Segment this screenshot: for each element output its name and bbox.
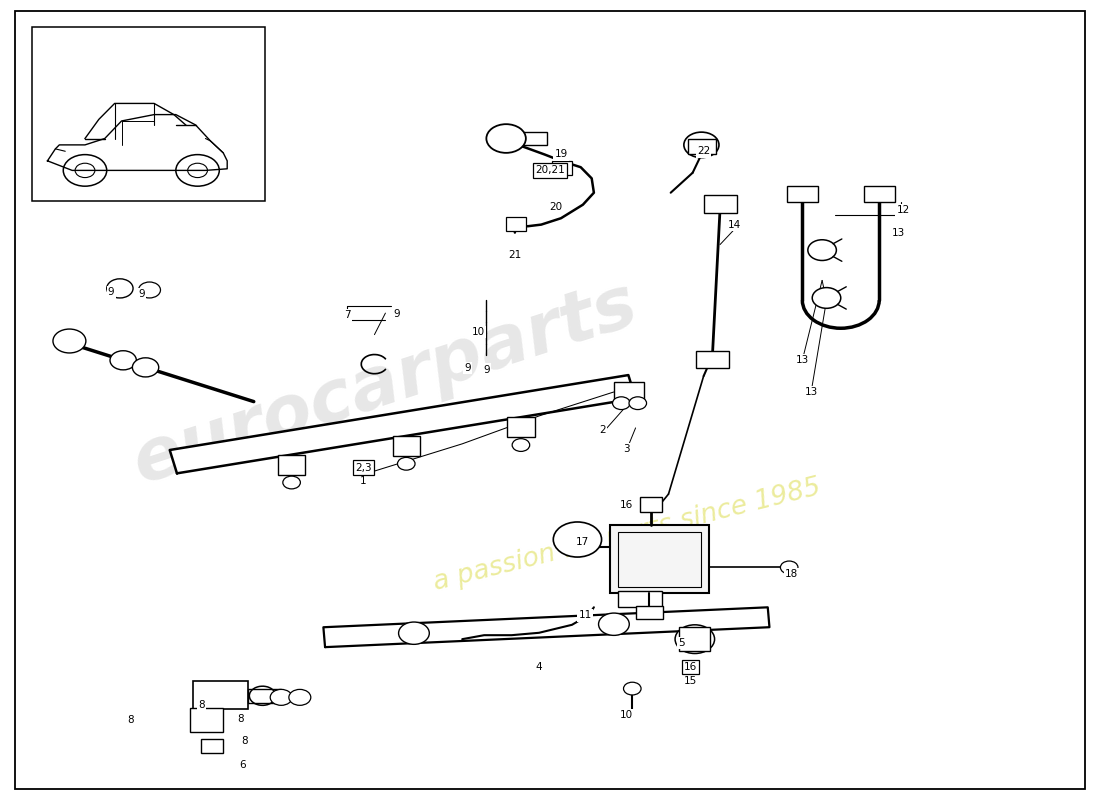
Text: 17: 17	[576, 537, 590, 547]
Text: eurocarparts: eurocarparts	[124, 270, 647, 498]
Circle shape	[397, 458, 415, 470]
Bar	[704, 195, 737, 213]
Text: 9: 9	[393, 309, 399, 319]
Bar	[508, 132, 547, 145]
Bar	[194, 682, 249, 710]
Polygon shape	[323, 607, 769, 647]
Text: a passion for parts since 1985: a passion for parts since 1985	[430, 474, 823, 596]
Bar	[689, 138, 716, 154]
Circle shape	[132, 358, 158, 377]
Polygon shape	[169, 375, 636, 474]
Bar	[618, 591, 662, 607]
Text: 10: 10	[620, 710, 634, 720]
Bar	[618, 531, 702, 587]
Text: 13: 13	[892, 227, 905, 238]
Bar	[864, 186, 894, 202]
Bar	[566, 538, 580, 555]
Text: 8: 8	[198, 699, 205, 710]
Circle shape	[613, 397, 630, 410]
Circle shape	[675, 625, 715, 654]
Circle shape	[624, 682, 641, 695]
Text: 1: 1	[360, 476, 366, 486]
Bar	[640, 498, 662, 512]
Text: 12: 12	[896, 206, 910, 215]
Circle shape	[289, 690, 311, 706]
Text: 3: 3	[624, 445, 630, 454]
Bar	[680, 627, 711, 651]
Bar	[552, 161, 572, 175]
Bar	[786, 186, 817, 202]
Bar	[278, 454, 306, 474]
Circle shape	[110, 350, 136, 370]
Text: 4: 4	[536, 662, 542, 672]
Text: 8: 8	[238, 714, 244, 724]
Circle shape	[271, 690, 293, 706]
Bar	[506, 217, 526, 231]
Text: 18: 18	[784, 569, 798, 578]
Circle shape	[283, 476, 300, 489]
Text: 15: 15	[684, 676, 697, 686]
Circle shape	[486, 124, 526, 153]
Bar	[614, 382, 645, 400]
Text: 6: 6	[240, 760, 246, 770]
Bar	[636, 606, 663, 619]
Text: 2: 2	[600, 426, 606, 435]
Text: 8: 8	[242, 736, 249, 746]
Text: 22: 22	[697, 146, 711, 156]
Text: 9: 9	[464, 363, 471, 373]
Text: 20: 20	[549, 202, 562, 212]
Circle shape	[553, 522, 602, 557]
Text: 14: 14	[728, 220, 741, 230]
Circle shape	[807, 240, 836, 261]
Circle shape	[629, 397, 647, 410]
Bar	[507, 417, 535, 437]
Circle shape	[513, 438, 530, 451]
Text: 20,21: 20,21	[535, 166, 565, 175]
Text: 16: 16	[620, 500, 634, 510]
Bar	[393, 436, 420, 456]
Circle shape	[684, 132, 719, 158]
Text: 11: 11	[579, 610, 592, 620]
Text: 21: 21	[508, 250, 521, 260]
Text: 16: 16	[684, 662, 697, 672]
Bar	[249, 689, 282, 703]
Bar	[610, 525, 710, 593]
Circle shape	[139, 282, 161, 298]
Circle shape	[780, 561, 798, 574]
Text: 13: 13	[795, 355, 808, 365]
Text: 2,3: 2,3	[355, 462, 372, 473]
Text: 9: 9	[139, 289, 145, 299]
Text: 9: 9	[108, 287, 114, 298]
Text: 5: 5	[679, 638, 685, 648]
Circle shape	[398, 622, 429, 644]
Bar	[190, 708, 223, 732]
Text: 10: 10	[472, 327, 485, 338]
Circle shape	[107, 279, 133, 298]
Circle shape	[53, 329, 86, 353]
Text: 19: 19	[554, 150, 568, 159]
Text: 13: 13	[804, 387, 817, 397]
Circle shape	[598, 613, 629, 635]
Bar	[32, 27, 265, 201]
Bar	[696, 350, 729, 368]
Circle shape	[812, 287, 840, 308]
Text: 8: 8	[128, 715, 134, 726]
Text: 9: 9	[483, 365, 490, 374]
Text: 7: 7	[343, 310, 350, 321]
Bar	[201, 739, 223, 753]
